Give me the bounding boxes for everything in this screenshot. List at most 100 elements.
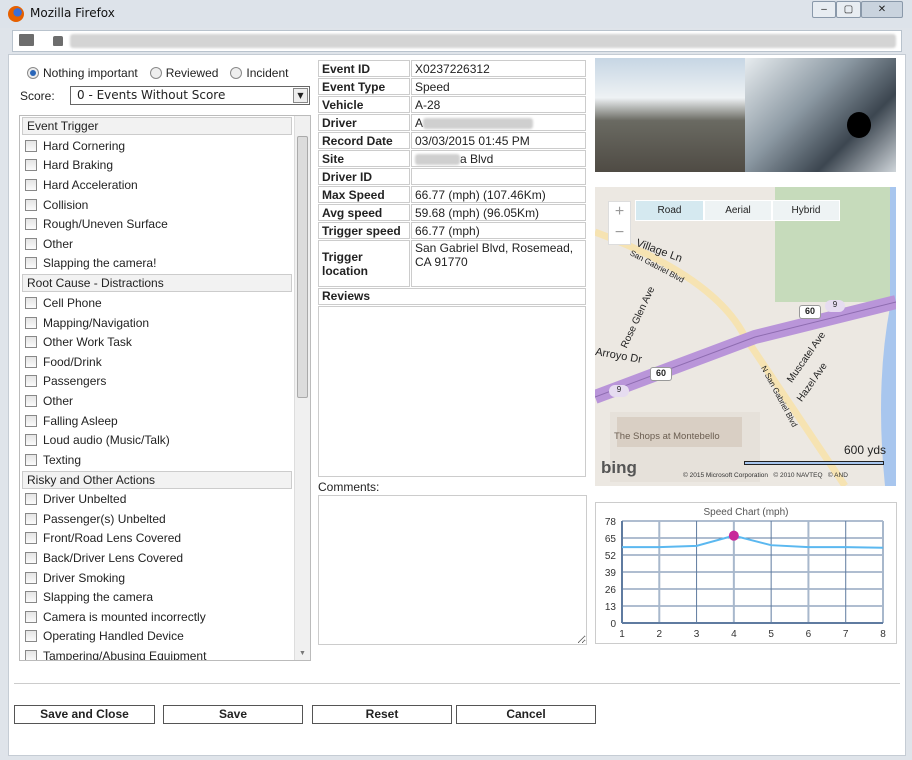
checklist-item[interactable]: Cell Phone <box>20 293 310 313</box>
map-label: The Shops at Montebello <box>614 431 720 442</box>
checkbox[interactable] <box>25 355 37 368</box>
map-tab-hybrid[interactable]: Hybrid <box>772 200 840 221</box>
checklist-item[interactable]: Camera is mounted incorrectly <box>20 607 310 627</box>
checklist-item[interactable]: Passengers <box>20 372 310 392</box>
checklist-item[interactable]: Hard Acceleration <box>20 175 310 195</box>
checklist-item[interactable]: Food/Drink <box>20 352 310 372</box>
save-and-close-button[interactable]: Save and Close <box>14 705 155 724</box>
checklist-item[interactable]: Tampering/Abusing Equipment <box>20 646 310 660</box>
tab-groups-icon[interactable] <box>19 34 34 46</box>
cancel-button[interactable]: Cancel <box>456 705 596 724</box>
checkbox-label: Operating Handled Device <box>43 629 184 644</box>
checkbox[interactable] <box>25 630 37 643</box>
checkbox-label: Hard Cornering <box>43 138 126 153</box>
info-value: 66.77 (mph) (107.46Km) <box>411 186 586 203</box>
checkbox[interactable] <box>25 257 37 270</box>
checklist-item[interactable]: Falling Asleep <box>20 411 310 431</box>
info-key: Event ID <box>318 60 410 77</box>
checkbox-label: Falling Asleep <box>43 413 118 428</box>
checklist-item[interactable]: Driver Smoking <box>20 568 310 588</box>
chevron-down-icon[interactable]: ▼ <box>293 88 308 103</box>
checkbox[interactable] <box>25 552 37 565</box>
checkbox-label: Back/Driver Lens Covered <box>43 551 184 566</box>
checkbox[interactable] <box>25 571 37 584</box>
score-select[interactable]: 0 - Events Without Score ▼ <box>70 86 310 105</box>
checkbox-label: Other Work Task <box>43 335 132 350</box>
checklist-item[interactable]: Other Work Task <box>20 332 310 352</box>
checklist-item[interactable]: Back/Driver Lens Covered <box>20 548 310 568</box>
y-tick-label: 39 <box>605 568 617 579</box>
reset-button[interactable]: Reset <box>312 705 452 724</box>
checkbox[interactable] <box>25 375 37 388</box>
checkbox[interactable] <box>25 316 37 329</box>
checkbox[interactable] <box>25 178 37 191</box>
zoom-out-button[interactable]: − <box>614 224 625 241</box>
checkbox[interactable] <box>25 296 37 309</box>
checkbox[interactable] <box>25 414 37 427</box>
speed-line <box>622 534 884 549</box>
radio-incident[interactable]: Incident <box>230 66 288 80</box>
checklist-item[interactable]: Slapping the camera <box>20 587 310 607</box>
radio-dot-icon[interactable] <box>149 67 162 79</box>
map[interactable]: Village Ln San Gabriel Blvd Rose Glen Av… <box>595 187 896 486</box>
checkbox[interactable] <box>25 532 37 545</box>
map-tab-aerial[interactable]: Aerial <box>704 200 772 221</box>
checklist-item[interactable]: Operating Handled Device <box>20 627 310 647</box>
save-button[interactable]: Save <box>163 705 303 724</box>
checklist-item[interactable]: Front/Road Lens Covered <box>20 529 310 549</box>
checklist-item[interactable]: Texting <box>20 450 310 470</box>
radio-label: Incident <box>246 66 289 80</box>
checkbox[interactable] <box>25 493 37 506</box>
checklist-item[interactable]: Rough/Uneven Surface <box>20 214 310 234</box>
maximize-button[interactable]: ▢ <box>836 1 861 18</box>
checkbox-label: Hard Braking <box>43 158 114 173</box>
checklist-item[interactable]: Loud audio (Music/Talk) <box>20 430 310 450</box>
redacted <box>423 117 534 129</box>
info-key: Max Speed <box>318 186 410 203</box>
checkbox-label: Rough/Uneven Surface <box>43 217 168 232</box>
checkbox[interactable] <box>25 591 37 604</box>
checkbox[interactable] <box>25 394 37 407</box>
checkbox[interactable] <box>25 139 37 152</box>
checkbox-label: Texting <box>43 452 82 467</box>
x-tick-label: 6 <box>806 629 812 640</box>
checkbox[interactable] <box>25 453 37 466</box>
highway-shield: 60 <box>799 305 821 319</box>
checklist-item[interactable]: Hard Braking <box>20 156 310 176</box>
window-title: Mozilla Firefox <box>30 6 115 20</box>
checklist-item[interactable]: Mapping/Navigation <box>20 313 310 333</box>
checklist-item[interactable]: Other <box>20 391 310 411</box>
reviews-header: Reviews <box>318 288 586 305</box>
checkbox[interactable] <box>25 650 37 660</box>
checkbox[interactable] <box>25 159 37 172</box>
checkbox[interactable] <box>25 434 37 447</box>
checklist-item[interactable]: Passenger(s) Unbelted <box>20 509 310 529</box>
checkbox[interactable] <box>25 218 37 231</box>
radio-dot-icon[interactable] <box>27 67 39 79</box>
checklist-item[interactable]: Slapping the camera! <box>20 254 310 274</box>
radio-reviewed[interactable]: Reviewed <box>149 66 218 80</box>
radio-nothing-important[interactable]: Nothing important <box>27 66 138 80</box>
radio-dot-icon[interactable] <box>230 67 243 79</box>
checkbox[interactable] <box>25 237 37 250</box>
minimize-button[interactable]: ‒ <box>812 1 836 18</box>
checklist-item[interactable]: Hard Cornering <box>20 136 310 156</box>
checkbox[interactable] <box>25 610 37 623</box>
divider <box>14 683 900 684</box>
map-tab-road[interactable]: Road <box>635 200 704 221</box>
checkbox[interactable] <box>25 512 37 525</box>
comments-textarea[interactable] <box>318 495 587 645</box>
info-value-text: a Blvd <box>460 151 494 166</box>
chart-title: Speed Chart (mph) <box>703 507 788 518</box>
checklist-item[interactable]: Other <box>20 234 310 254</box>
checkbox-label: Collision <box>43 197 89 212</box>
zoom-in-button[interactable]: + <box>614 203 625 220</box>
scrollbar[interactable]: ▼ <box>294 116 310 660</box>
close-button[interactable]: ✕ <box>861 1 903 18</box>
checkbox[interactable] <box>25 336 37 349</box>
scrollbar-thumb[interactable] <box>297 136 308 398</box>
checklist-item[interactable]: Driver Unbelted <box>20 490 310 510</box>
checklist-item[interactable]: Collision <box>20 195 310 215</box>
checkbox[interactable] <box>25 198 37 211</box>
scroll-down-icon[interactable]: ▼ <box>299 650 306 657</box>
